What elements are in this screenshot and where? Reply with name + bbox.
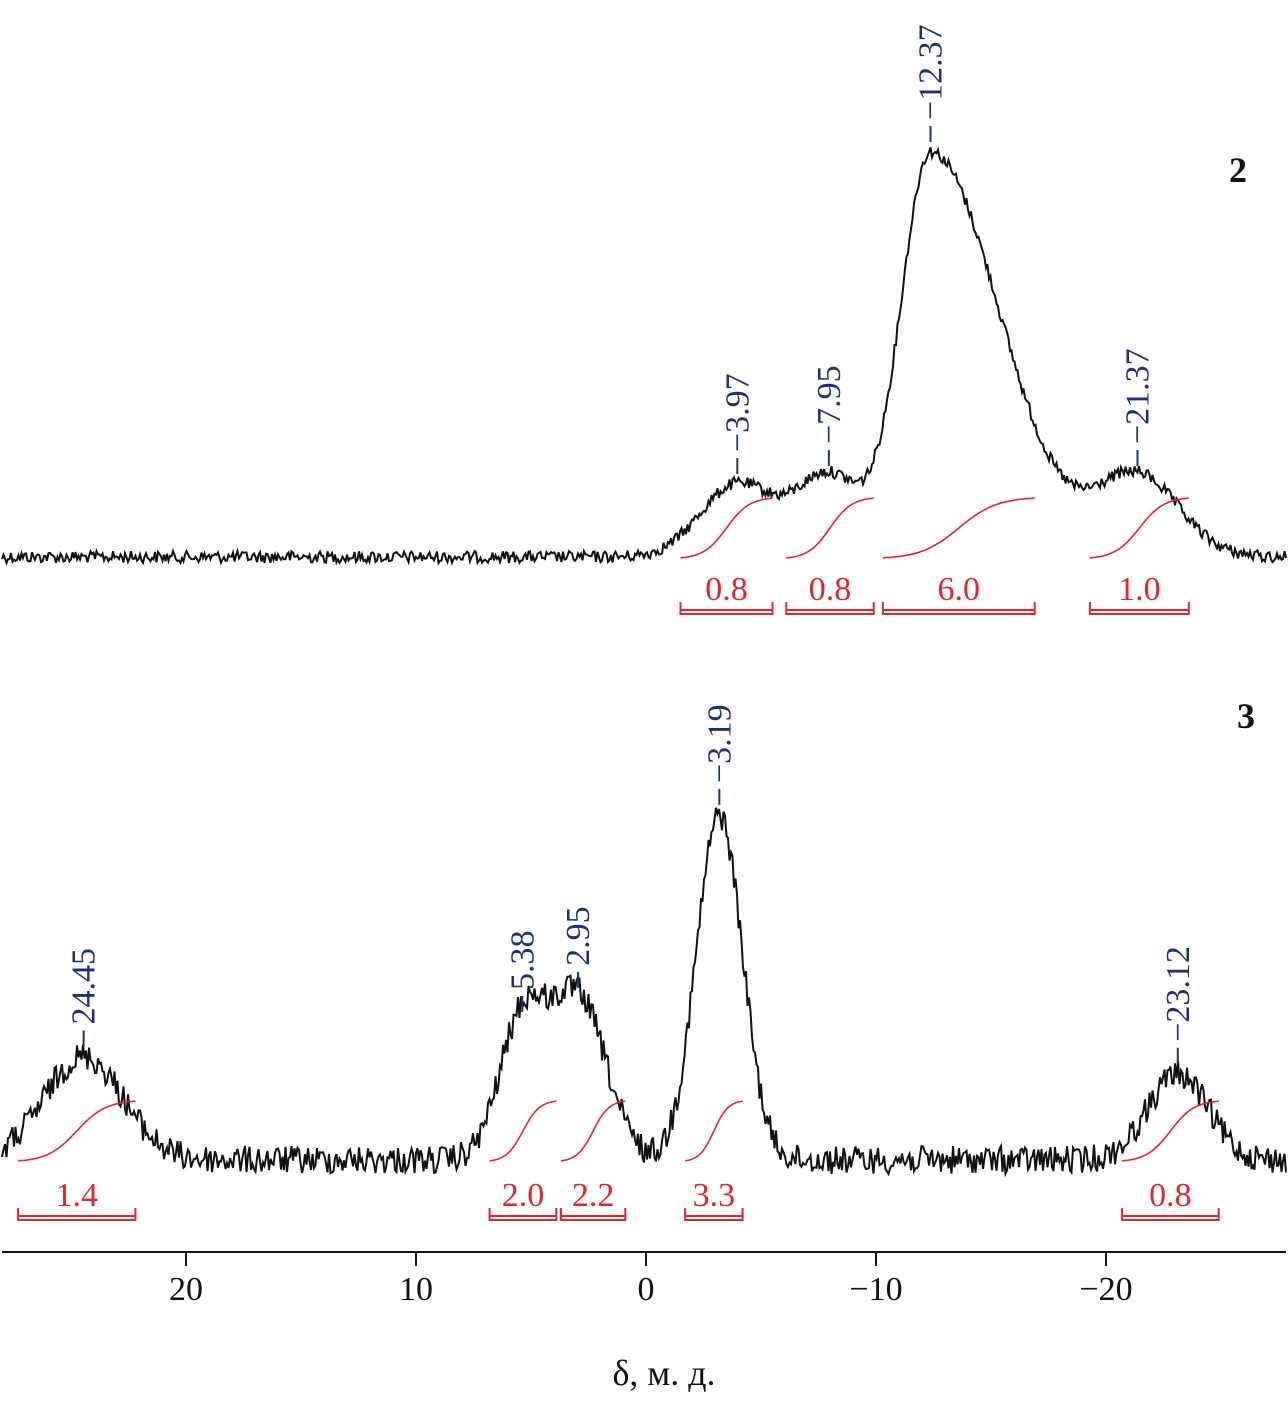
integral-value: 1.0	[1118, 571, 1161, 608]
x-tick-label: −20	[1079, 1271, 1132, 1308]
integral-bracket	[17, 1208, 137, 1221]
integral-bracket	[488, 1208, 558, 1221]
x-tick-label: 0	[638, 1271, 655, 1308]
integral-curve	[1089, 497, 1189, 559]
integral-value: 0.8	[705, 571, 748, 608]
spectrum-trace-2	[1, 146, 1287, 566]
x-tick-label: −10	[849, 1271, 902, 1308]
peak-label: −3.97	[719, 373, 756, 452]
spectrum-trace-3	[1, 807, 1287, 1178]
integral-curve	[18, 1100, 136, 1162]
integral-curve	[680, 497, 773, 559]
peak-label: −7.95	[811, 365, 848, 444]
x-axis-title: δ, м. д.	[612, 1353, 715, 1393]
integral-value: 0.8	[809, 571, 852, 608]
integral-curve	[882, 497, 1035, 559]
x-tick-label: 20	[169, 1271, 203, 1308]
integral-value: 3.3	[693, 1177, 736, 1214]
integral-value: 1.4	[56, 1177, 99, 1214]
integrals-layer: 0.8 0.8 6.0 1.0 1.4 2.0 2.2 3.3 0.8	[17, 497, 1220, 1221]
x-axis: 20 10 0 −10 −20	[2, 1251, 1286, 1308]
peak-labels-layer: 2 −3.97 −7.95 −12.37 −21.37 3 24.45 5.38 2.95 −3.…	[66, 24, 1255, 1064]
spectrum-id-label: 3	[1237, 696, 1255, 736]
integral-value: 2.2	[572, 1177, 615, 1214]
integral-curve	[1122, 1100, 1219, 1162]
peak-label: 24.45	[66, 948, 103, 1025]
spectra-layer	[1, 146, 1287, 1178]
integral-value: 2.0	[502, 1177, 545, 1214]
integral-value: 6.0	[938, 571, 981, 608]
integral-curve	[560, 1100, 626, 1162]
integral-value: 0.8	[1149, 1177, 1192, 1214]
integral-bracket	[881, 602, 1036, 615]
peak-label: −3.19	[701, 704, 738, 783]
integral-bracket	[785, 602, 875, 615]
integral-bracket	[559, 1208, 627, 1221]
integral-bracket	[1088, 602, 1190, 615]
spectrum-id-label: 2	[1229, 150, 1247, 190]
integral-curve	[786, 497, 874, 559]
peak-label: −12.37	[913, 24, 950, 120]
integral-curve	[684, 1100, 743, 1162]
integral-bracket	[679, 602, 774, 615]
peak-label: −21.37	[1120, 348, 1157, 444]
peak-label: −23.12	[1160, 946, 1197, 1042]
peak-label: 2.95	[560, 906, 597, 966]
peak-label: 5.38	[504, 931, 541, 991]
integral-bracket	[684, 1208, 744, 1221]
integral-bracket	[1121, 1208, 1220, 1221]
integral-curve	[489, 1100, 557, 1162]
x-tick-label: 10	[399, 1271, 433, 1308]
